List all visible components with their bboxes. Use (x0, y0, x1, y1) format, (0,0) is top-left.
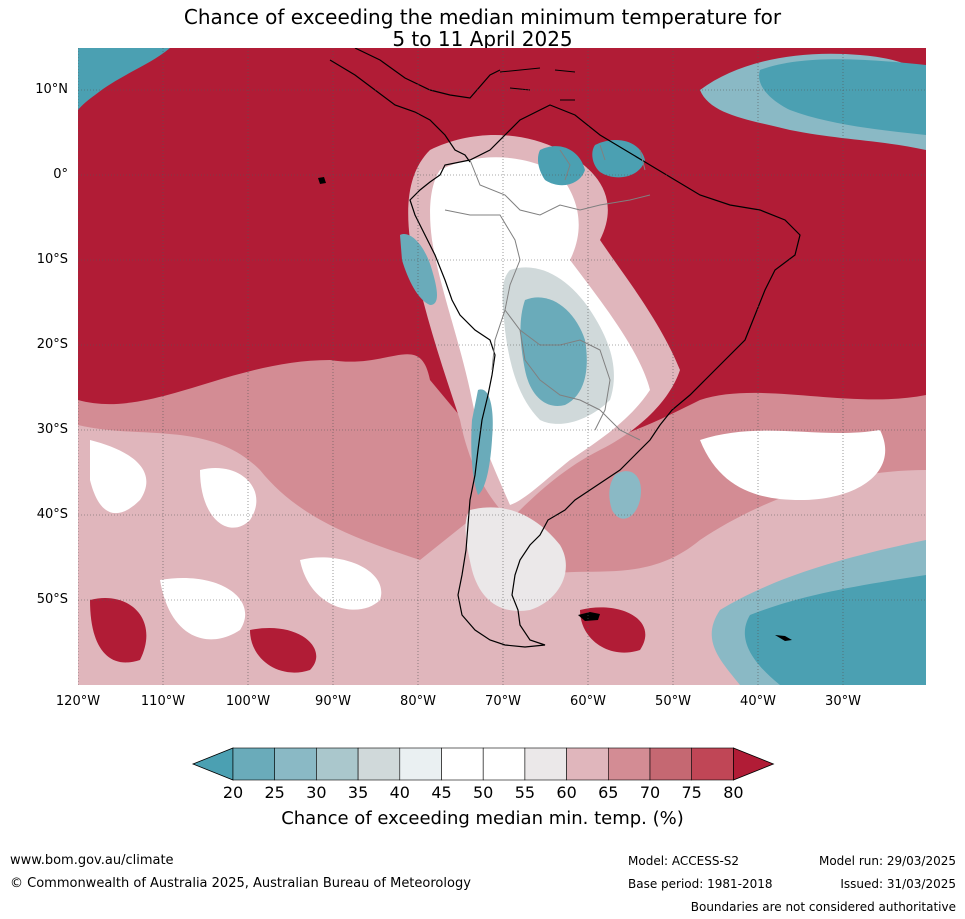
colorbar-tick-label: 60 (556, 783, 577, 802)
uruguay-argentina-low (609, 471, 641, 519)
footer-issued: Issued: 31/03/2025 (840, 877, 956, 891)
colorbar-tick-label: 55 (514, 783, 536, 802)
colorbar-segment (524, 747, 567, 781)
footer-model-run: Model run: 29/03/2025 (818, 854, 956, 868)
colorbar-segment (441, 747, 484, 781)
map-title-line-1: Chance of exceeding the median minimum t… (183, 5, 782, 29)
colorbar-extend-low (191, 747, 234, 781)
colorbar-segment (607, 747, 651, 781)
footer-copyright: © Commonwealth of Australia 2025, Austra… (10, 876, 471, 891)
colorbar-tick-label: 35 (347, 783, 369, 802)
south-america-coastline (409, 104, 801, 648)
colorbar-segment (274, 747, 317, 781)
lat-label-40s: 40°S (36, 507, 68, 522)
south-atlantic-low-core (744, 575, 926, 685)
colorbar-segment (316, 747, 359, 781)
lat-label-10n: 10°N (35, 82, 68, 97)
lon-label-110w: 110°W (140, 694, 186, 709)
lon-label-50w: 50°W (655, 694, 691, 709)
colorbar-tick-label: 50 (473, 783, 494, 802)
central-america-coastline (329, 48, 501, 163)
lon-label-100w: 100°W (225, 694, 271, 709)
lon-label-70w: 70°W (485, 694, 521, 709)
colorbar-segment (649, 747, 693, 781)
footer-disclaimer: Boundaries are not considered authoritat… (690, 900, 956, 914)
lon-label-60w: 60°W (570, 694, 606, 709)
colorbar-tick-label: 45 (431, 783, 452, 802)
colorbar-tick-label: 30 (306, 783, 327, 802)
southern-band-pale (78, 425, 926, 685)
footer-website: www.bom.gov.au/climate (10, 853, 174, 868)
amazon-low-blue (537, 140, 645, 186)
colorbar-segment (232, 747, 276, 781)
andes-low-blue (400, 234, 437, 305)
footer-model: Model: ACCESS-S2 (628, 854, 740, 868)
colorbar-tick-label: 25 (264, 783, 285, 802)
interior-low-blue (520, 297, 587, 406)
south-georgia (775, 635, 792, 641)
map-field (78, 48, 926, 685)
lat-label-20s: 20°S (36, 337, 68, 352)
lat-label-30s: 30°S (36, 422, 68, 437)
lon-label-30w: 30°W (825, 694, 861, 709)
footer-base-period: Base period: 1981-2018 (628, 877, 773, 891)
caribbean-islands (499, 67, 576, 101)
colorbar-title: Chance of exceeding median min. temp. (%… (281, 808, 684, 829)
colorbar-tick-label: 20 (222, 783, 244, 802)
lon-label-120w: 120°W (55, 694, 101, 709)
country-borders (444, 144, 651, 441)
colorbar (191, 747, 775, 781)
lat-label-10s: 10°S (36, 252, 68, 267)
colorbar-segment (691, 747, 734, 781)
lon-label-40w: 40°W (740, 694, 776, 709)
chile-low-blue (471, 389, 493, 495)
map-title-line-2: 5 to 11 April 2025 (392, 27, 573, 51)
colorbar-segment (399, 747, 442, 781)
graticule (78, 48, 926, 685)
lat-label-0: 0° (53, 167, 68, 182)
falkland-islands (578, 612, 600, 621)
colorbar-extend-high (733, 747, 775, 781)
lat-label-50s: 50°S (36, 592, 68, 607)
lon-label-90w: 90°W (315, 694, 351, 709)
colorbar-tick-label: 65 (598, 783, 619, 802)
colorbar-tick-label: 70 (639, 783, 661, 802)
colorbar-segment (566, 747, 609, 781)
colorbar-tick-label: 40 (389, 783, 410, 802)
colorbar-tick-label: 75 (681, 783, 702, 802)
southern-band-white (90, 430, 886, 640)
galapagos-islands (318, 177, 326, 184)
north-atlantic-low-core (759, 59, 926, 135)
pacific-low (78, 48, 170, 110)
colorbar-segment (357, 747, 401, 781)
lon-label-80w: 80°W (400, 694, 436, 709)
colorbar-segment (482, 747, 526, 781)
colorbar-tick-label: 80 (723, 783, 744, 802)
